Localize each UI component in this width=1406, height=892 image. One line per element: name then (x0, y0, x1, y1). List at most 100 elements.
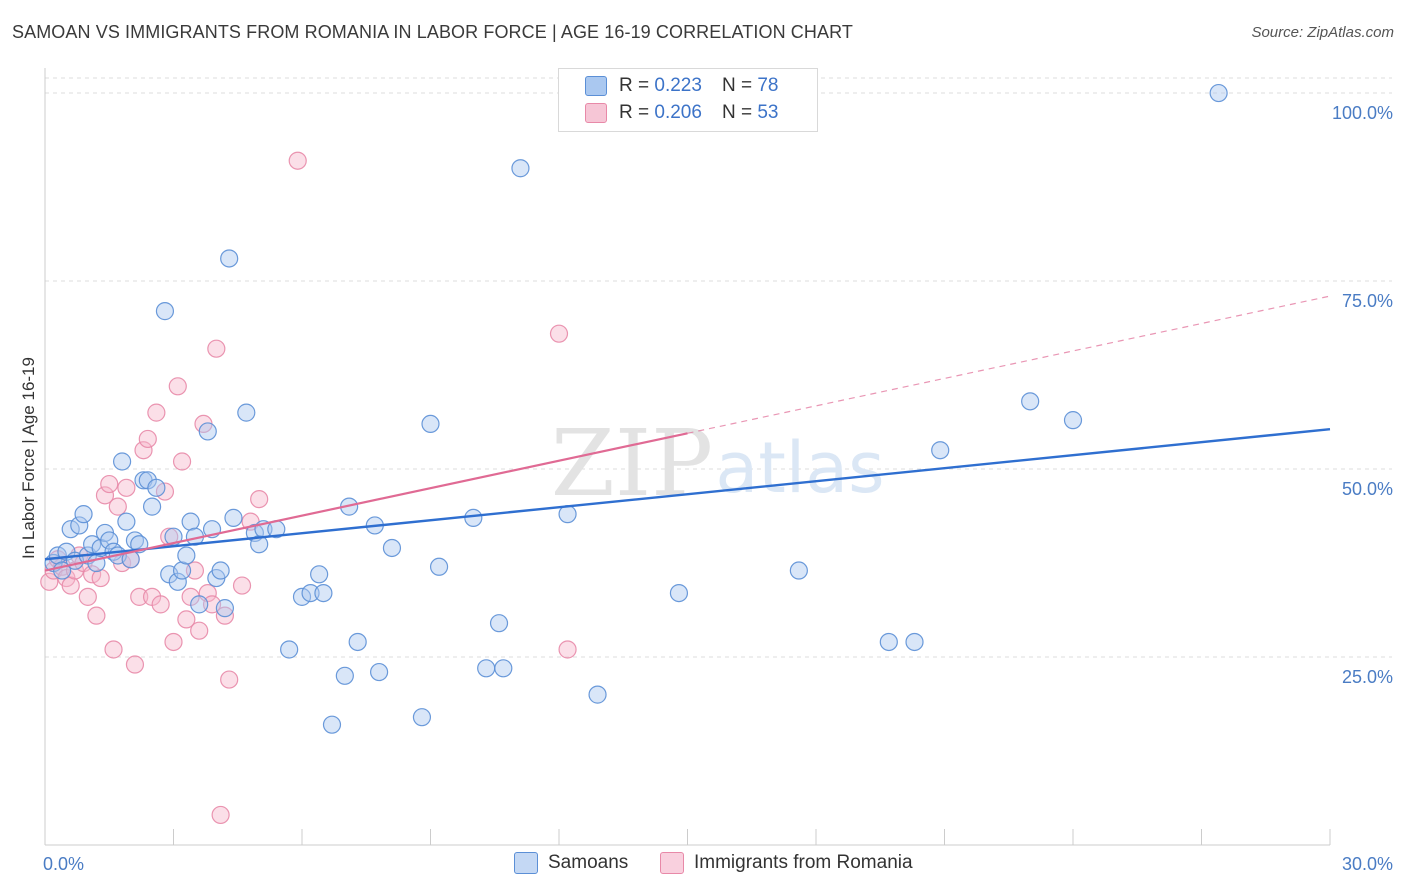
point-romania-13 (95, 486, 115, 505)
point-samoans-51 (322, 715, 342, 734)
point-samoans-29 (172, 561, 192, 580)
point-samoans-37 (211, 561, 230, 580)
legend-row-samoans: R = 0.223 N = 78 (585, 73, 778, 99)
point-samoans-56 (370, 662, 389, 682)
point-romania-5 (61, 576, 80, 595)
legend-n-label: N = (721, 102, 753, 123)
point-samoans-59 (421, 414, 440, 434)
legend-r-samoans: 0.223 (654, 75, 702, 96)
point-samoans-70 (789, 561, 808, 580)
point-samoans-72 (905, 632, 924, 652)
legend-r-label: R = (619, 102, 650, 123)
x-tick-label-max: 30.0% (1342, 854, 1393, 874)
legend-r-romania: 0.206 (654, 102, 702, 123)
point-samoans-41 (237, 403, 256, 422)
point-samoans-76 (1209, 83, 1228, 103)
tick-layer: 25.0% 50.0% 75.0% 100.0% 0.0% 30.0% (43, 103, 1393, 874)
point-samoans-13 (100, 531, 119, 550)
point-samoans-67 (588, 685, 607, 704)
point-samoans-6 (70, 516, 89, 535)
point-romania-12 (91, 568, 110, 588)
point-romania-48 (558, 640, 577, 659)
y-tick-label-3: 100.0% (1332, 103, 1393, 123)
point-romania-21 (130, 587, 149, 606)
trend-line-extension-romania (687, 295, 1331, 434)
point-samoans-65 (511, 159, 530, 178)
chart-title: SAMOAN VS IMMIGRANTS FROM ROMANIA IN LAB… (12, 22, 853, 42)
point-romania-40 (211, 805, 230, 825)
point-romania-39 (207, 339, 226, 358)
point-samoans-40 (224, 508, 243, 527)
point-samoans-38 (215, 599, 234, 618)
legend-item-samoans[interactable]: Samoans (514, 852, 628, 874)
stats-legend: R = 0.223 N = 78 R = 0.206 N = 53 (558, 68, 818, 132)
point-romania-11 (87, 606, 106, 625)
point-samoans-75 (1063, 411, 1083, 430)
point-romania-25 (147, 403, 166, 422)
point-samoans-62 (477, 659, 496, 678)
y-axis-title: In Labor Force | Age 16-19 (19, 357, 38, 559)
legend-row-romania: R = 0.206 N = 53 (585, 100, 778, 126)
point-samoans-31 (181, 512, 200, 531)
legend-label-romania: Immigrants from Romania (694, 852, 913, 873)
point-romania-9 (78, 587, 97, 606)
point-samoans-39 (220, 249, 239, 268)
point-romania-45 (250, 489, 269, 509)
point-romania-47 (549, 324, 569, 343)
point-romania-46 (288, 151, 307, 170)
point-samoans-7 (74, 505, 93, 524)
point-samoans-52 (335, 666, 354, 685)
point-samoans-73 (931, 441, 950, 460)
point-samoans-23 (142, 497, 162, 516)
legend-n-label: N = (721, 75, 753, 96)
point-romania-20 (125, 655, 145, 674)
point-romania-30 (168, 377, 187, 396)
point-romania-42 (220, 670, 239, 689)
point-romania-15 (104, 640, 123, 659)
point-samoans-10 (87, 553, 106, 573)
trend-line-romania (44, 432, 688, 572)
point-samoans-54 (348, 632, 367, 652)
point-samoans-46 (280, 640, 299, 659)
legend-swatch-samoans (514, 852, 538, 874)
point-samoans-24 (147, 478, 166, 497)
point-samoans-74 (1021, 392, 1040, 411)
point-romania-35 (190, 621, 209, 640)
x-tick-label-min: 0.0% (43, 854, 84, 874)
point-samoans-57 (382, 538, 402, 558)
axis-layer (44, 68, 1331, 846)
legend-label-samoans: Samoans (548, 852, 629, 873)
point-romania-22 (134, 441, 153, 460)
point-samoans-50 (314, 583, 333, 603)
point-samoans-61 (464, 508, 483, 527)
point-samoans-28 (168, 572, 187, 591)
point-samoans-58 (412, 708, 432, 727)
point-romania-14 (100, 474, 119, 494)
point-samoans-33 (190, 595, 209, 614)
grid-layer (45, 77, 1392, 658)
point-samoans-49 (310, 565, 329, 584)
watermark-atlas: atlas (715, 427, 884, 509)
legend-item-romania[interactable]: Immigrants from Romania (660, 852, 913, 874)
legend-swatch-romania (660, 852, 684, 874)
source-label: Source: ZipAtlas.com (1251, 24, 1394, 41)
point-samoans-69 (669, 583, 689, 603)
point-romania-0 (40, 572, 59, 591)
point-romania-32 (177, 610, 196, 629)
point-samoans-64 (494, 659, 513, 678)
legend-swatch-samoans (585, 76, 607, 96)
point-romania-18 (117, 478, 136, 497)
point-romania-29 (164, 632, 183, 652)
point-samoans-25 (155, 302, 175, 321)
legend-swatch-romania (585, 103, 607, 123)
point-samoans-66 (558, 505, 577, 524)
watermark: ZIP atlas (551, 410, 885, 517)
point-samoans-17 (117, 512, 136, 531)
point-samoans-30 (177, 546, 196, 565)
point-romania-43 (232, 576, 252, 595)
point-samoans-34 (198, 422, 217, 441)
legend-n-samoans: 78 (757, 75, 779, 96)
point-samoans-63 (489, 614, 509, 633)
point-samoans-60 (429, 557, 449, 576)
